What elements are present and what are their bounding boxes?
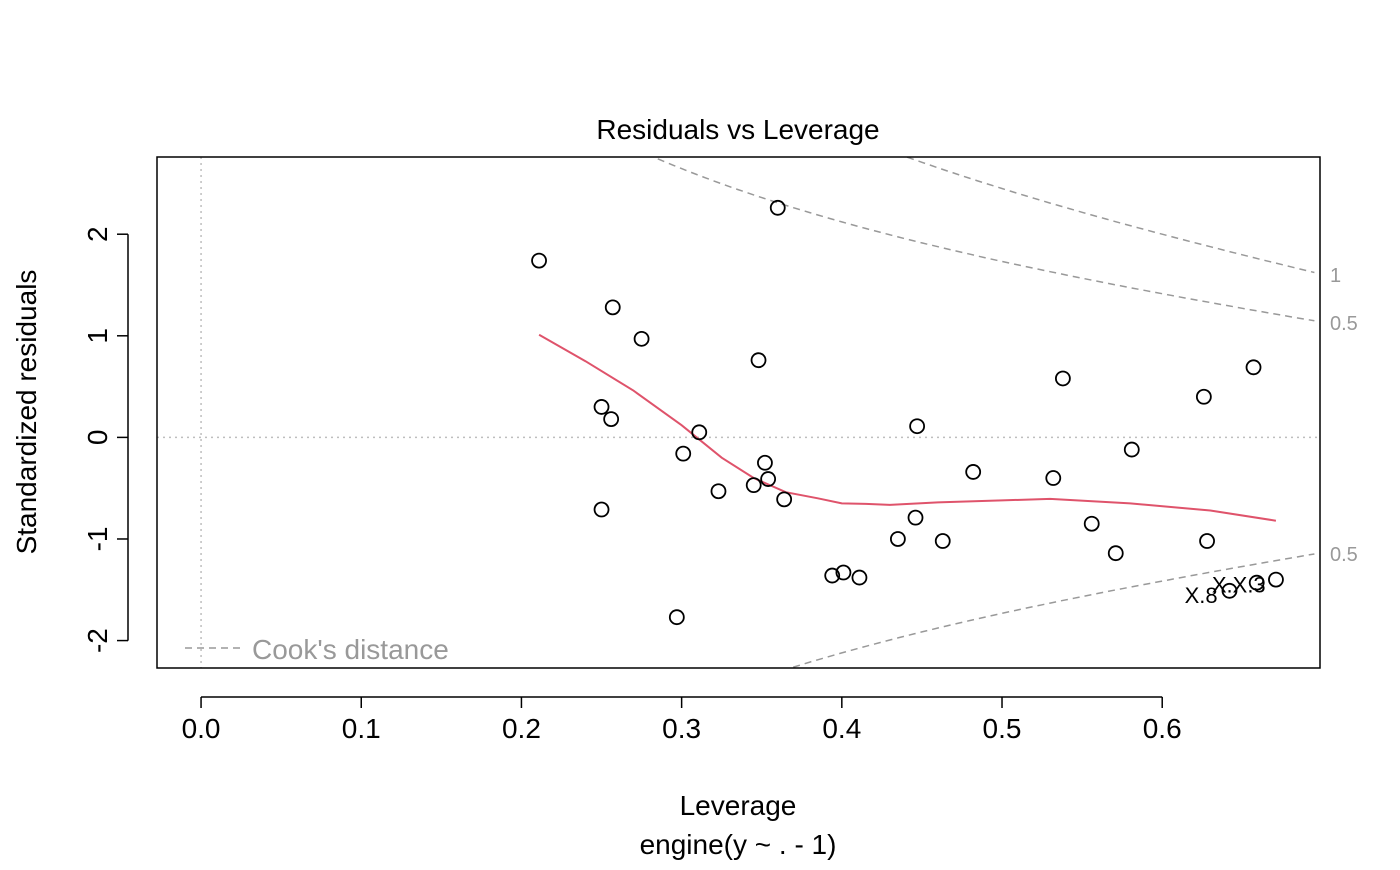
data-point-25 bbox=[1054, 370, 1071, 387]
x-tick-label-6: 0.6 bbox=[1143, 713, 1182, 744]
data-point-21 bbox=[909, 418, 926, 435]
data-point-34 bbox=[1268, 571, 1284, 588]
x-tick-label-2: 0.2 bbox=[502, 713, 541, 744]
point-label-0: X.8 bbox=[1185, 583, 1218, 608]
data-point-4 bbox=[604, 299, 621, 316]
x-tick-label-0: 0.0 bbox=[182, 713, 221, 744]
data-point-14 bbox=[769, 199, 786, 216]
data-point-11 bbox=[750, 352, 767, 369]
data-point-2 bbox=[593, 501, 610, 518]
data-point-32 bbox=[1245, 359, 1262, 376]
data-point-26 bbox=[1083, 515, 1100, 532]
data-point-23 bbox=[965, 464, 982, 480]
x-tick-label-3: 0.3 bbox=[662, 713, 701, 744]
data-point-30 bbox=[1199, 533, 1215, 549]
data-point-7 bbox=[675, 445, 692, 462]
plot-frame bbox=[156, 156, 1321, 669]
data-point-13 bbox=[760, 471, 777, 487]
data-point-9 bbox=[710, 483, 727, 500]
x-tick-label-5: 0.5 bbox=[983, 713, 1022, 744]
data-point-6 bbox=[668, 609, 685, 626]
data-point-31 bbox=[1221, 582, 1238, 599]
data-point-15 bbox=[776, 491, 793, 508]
chart-title: Residuals vs Leverage bbox=[596, 114, 879, 145]
data-point-22 bbox=[934, 533, 951, 549]
data-point-29 bbox=[1195, 388, 1212, 405]
smooth-line-layer bbox=[538, 333, 1277, 522]
point-labels-layer: X.8X.X.3 bbox=[1185, 573, 1266, 608]
y-tick-label-4: 2 bbox=[82, 226, 113, 242]
data-point-12 bbox=[757, 454, 773, 471]
points-layer bbox=[531, 199, 1284, 626]
cook-contour-label-2: 0.5 bbox=[1330, 544, 1358, 566]
cook-contour-label-1: 0.5 bbox=[1330, 313, 1358, 335]
data-point-17 bbox=[835, 564, 852, 581]
data-point-27 bbox=[1107, 545, 1124, 562]
reference-lines bbox=[157, 157, 1320, 668]
x-axis-sublabel: engine(y ~ . - 1) bbox=[640, 829, 837, 860]
cook-contour-2 bbox=[788, 553, 1315, 668]
cook-contour-labels: 1 0.5 0.5 bbox=[1330, 265, 1358, 566]
data-point-1 bbox=[593, 399, 610, 415]
x-tick-label-1: 0.1 bbox=[342, 713, 381, 744]
data-point-19 bbox=[889, 531, 906, 547]
axes-layer: 0.0 0.1 0.2 0.3 0.4 0.5 0.6 -2 -1 0 1 2 bbox=[82, 226, 1182, 744]
data-point-10 bbox=[745, 477, 762, 494]
data-point-0 bbox=[531, 252, 547, 269]
data-point-24 bbox=[1045, 470, 1062, 486]
y-axis-label: Standardized residuals bbox=[11, 270, 42, 555]
y-tick-label-2: 0 bbox=[82, 430, 113, 446]
data-point-33 bbox=[1248, 574, 1265, 591]
cook-contour-1 bbox=[651, 157, 1315, 322]
point-label-1: X.X.3 bbox=[1212, 573, 1266, 598]
data-point-20 bbox=[907, 509, 924, 526]
data-point-18 bbox=[851, 569, 868, 586]
legend-label: Cook's distance bbox=[252, 634, 449, 665]
data-point-8 bbox=[691, 424, 708, 441]
x-axis-label: Leverage bbox=[680, 790, 797, 821]
data-point-16 bbox=[824, 567, 841, 584]
data-point-28 bbox=[1123, 441, 1140, 458]
legend: Cook's distance bbox=[185, 634, 449, 665]
data-point-5 bbox=[633, 330, 650, 347]
smooth-line bbox=[538, 333, 1277, 522]
y-tick-label-0: -2 bbox=[82, 628, 113, 653]
x-tick-label-4: 0.4 bbox=[822, 713, 861, 744]
cook-contour-label-0: 1 bbox=[1330, 265, 1341, 287]
y-tick-label-3: 1 bbox=[82, 328, 113, 344]
data-point-3 bbox=[603, 411, 620, 428]
y-tick-label-1: -1 bbox=[82, 527, 113, 552]
